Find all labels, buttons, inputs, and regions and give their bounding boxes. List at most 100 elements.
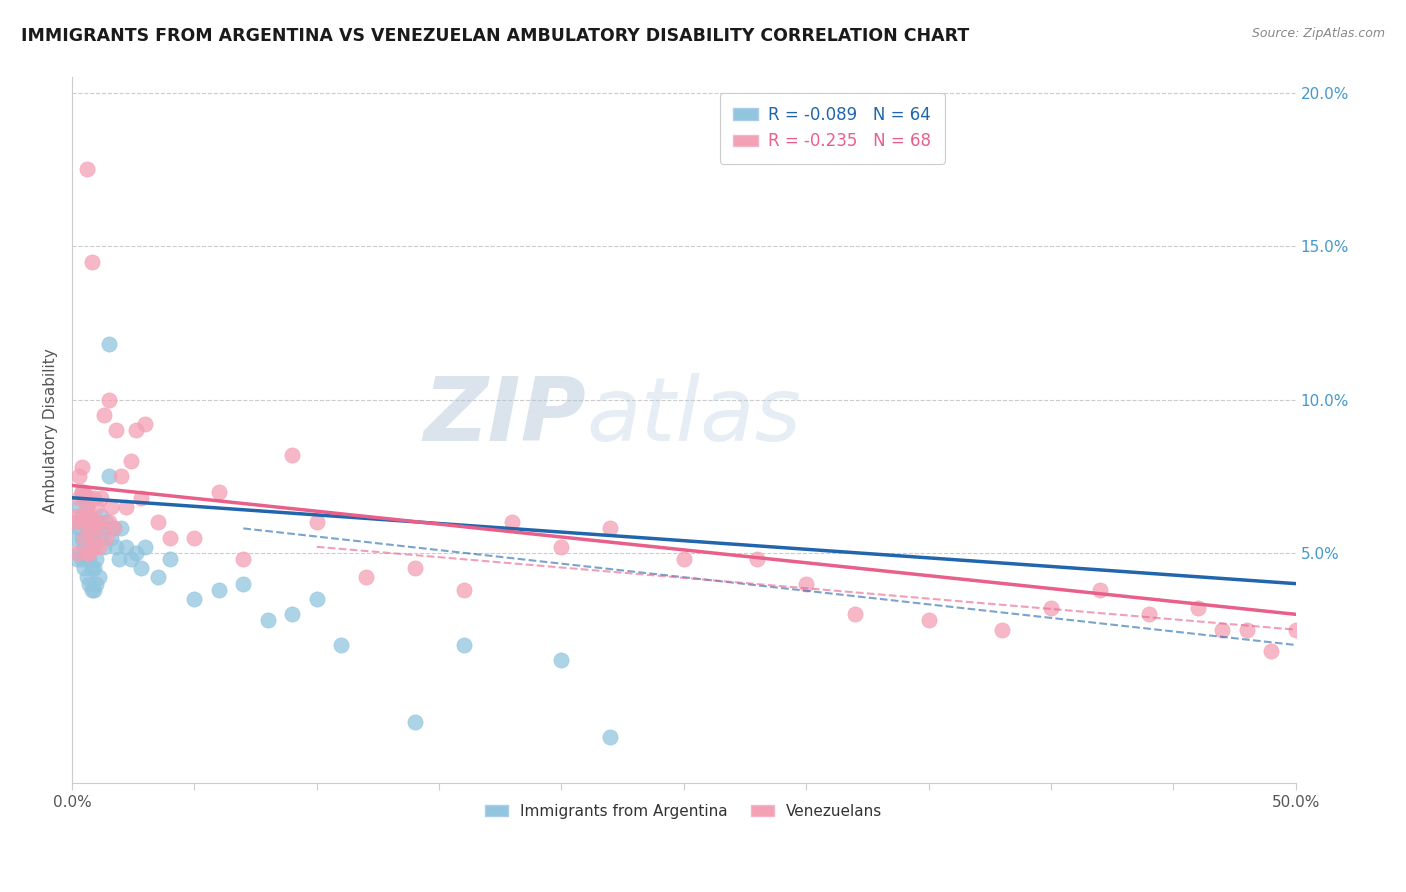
Point	[83, 516, 105, 530]
Point	[76, 500, 98, 514]
Point	[96, 531, 118, 545]
Point	[77, 509, 100, 524]
Point	[73, 516, 96, 530]
Point	[87, 516, 110, 530]
Point	[67, 469, 90, 483]
Point	[120, 552, 142, 566]
Point	[80, 254, 103, 268]
Point	[86, 521, 108, 535]
Point	[83, 561, 105, 575]
Point	[76, 162, 98, 177]
Point	[1284, 623, 1306, 637]
Point	[67, 491, 90, 505]
Point	[77, 531, 100, 545]
Point	[83, 531, 105, 545]
Point	[453, 638, 475, 652]
Point	[87, 516, 110, 530]
Point	[134, 417, 156, 431]
Point	[87, 570, 110, 584]
Point	[80, 516, 103, 530]
Point	[305, 516, 328, 530]
Point	[1039, 601, 1062, 615]
Point	[73, 531, 96, 545]
Point	[453, 582, 475, 597]
Point	[599, 730, 621, 744]
Point	[70, 552, 93, 566]
Point	[256, 614, 278, 628]
Point	[93, 521, 115, 535]
Point	[404, 714, 426, 729]
Point	[70, 509, 93, 524]
Point	[63, 531, 86, 545]
Point	[97, 469, 120, 483]
Point	[103, 521, 125, 535]
Point	[183, 531, 205, 545]
Point	[76, 500, 98, 514]
Point	[100, 531, 122, 545]
Point	[80, 531, 103, 545]
Point	[747, 552, 769, 566]
Point	[80, 540, 103, 554]
Text: atlas: atlas	[586, 373, 801, 459]
Point	[86, 521, 108, 535]
Point	[105, 423, 128, 437]
Point	[70, 484, 93, 499]
Point	[208, 484, 231, 499]
Point	[281, 448, 304, 462]
Point	[73, 540, 96, 554]
Point	[120, 454, 142, 468]
Point	[917, 614, 939, 628]
Point	[1236, 623, 1258, 637]
Point	[146, 516, 169, 530]
Point	[77, 491, 100, 505]
Point	[90, 531, 112, 545]
Text: Source: ZipAtlas.com: Source: ZipAtlas.com	[1251, 27, 1385, 40]
Point	[1088, 582, 1111, 597]
Point	[76, 546, 98, 560]
Point	[67, 500, 90, 514]
Point	[146, 570, 169, 584]
Point	[73, 509, 96, 524]
Point	[90, 509, 112, 524]
Point	[232, 576, 254, 591]
Point	[86, 500, 108, 514]
Point	[97, 516, 120, 530]
Point	[183, 591, 205, 606]
Point	[208, 582, 231, 597]
Point	[70, 484, 93, 499]
Point	[330, 638, 353, 652]
Point	[77, 521, 100, 535]
Point	[86, 552, 108, 566]
Point	[110, 521, 132, 535]
Point	[80, 582, 103, 597]
Text: IMMIGRANTS FROM ARGENTINA VS VENEZUELAN AMBULATORY DISABILITY CORRELATION CHART: IMMIGRANTS FROM ARGENTINA VS VENEZUELAN …	[21, 27, 969, 45]
Point	[1260, 644, 1282, 658]
Point	[159, 531, 181, 545]
Y-axis label: Ambulatory Disability: Ambulatory Disability	[44, 348, 58, 513]
Point	[124, 546, 146, 560]
Point	[77, 552, 100, 566]
Point	[83, 540, 105, 554]
Point	[115, 500, 138, 514]
Point	[844, 607, 866, 622]
Point	[96, 516, 118, 530]
Point	[305, 591, 328, 606]
Point	[67, 521, 90, 535]
Point	[80, 561, 103, 575]
Point	[66, 552, 89, 566]
Point	[1211, 623, 1233, 637]
Point	[73, 484, 96, 499]
Point	[93, 408, 115, 422]
Point	[502, 516, 524, 530]
Point	[90, 491, 112, 505]
Point	[599, 521, 621, 535]
Point	[105, 540, 128, 554]
Point	[1137, 607, 1160, 622]
Point	[77, 546, 100, 560]
Point	[97, 337, 120, 351]
Text: ZIP: ZIP	[423, 373, 586, 459]
Point	[73, 491, 96, 505]
Point	[550, 540, 572, 554]
Point	[354, 570, 377, 584]
Point	[63, 516, 86, 530]
